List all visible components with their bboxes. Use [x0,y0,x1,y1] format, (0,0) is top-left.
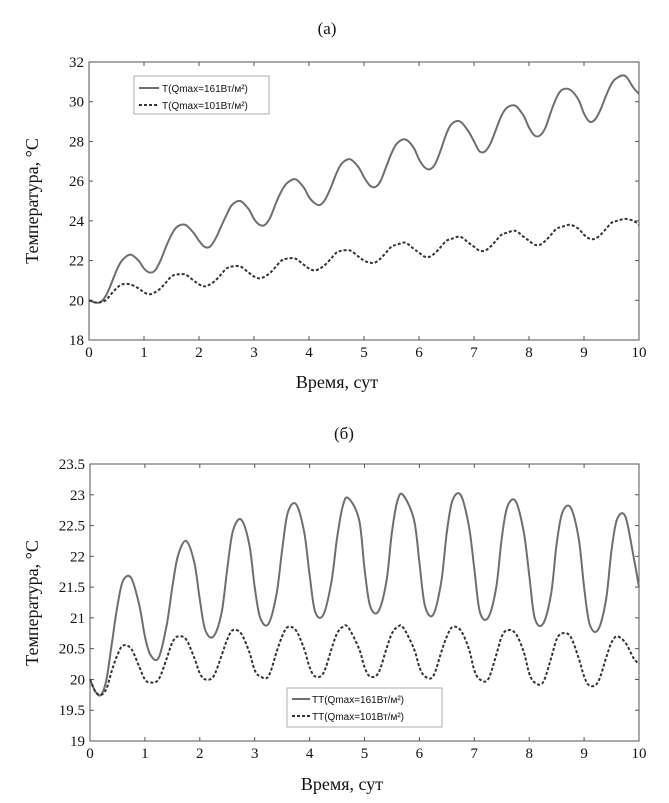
y-tick-label: 20 [69,293,84,309]
series-line-solid [89,492,640,697]
series-lines [88,74,640,304]
y-tick-label: 22 [69,254,84,270]
x-tick-label: 7 [471,746,479,762]
panel-label: (б) [334,424,354,443]
x-tick-label: 0 [86,746,94,762]
y-tick-label: 19 [70,734,85,750]
x-tick-label: 5 [361,746,369,762]
x-tick-label: 8 [525,746,533,762]
x-tick-label: 3 [250,345,258,361]
x-tick-label: 2 [195,345,203,361]
legend-entry: T(Qmax=161Вт/м²) [162,84,248,95]
x-tick-label: 8 [525,345,533,361]
legend-entry: T(Qmax=101Вт/м²) [162,101,248,112]
x-tick-label: 6 [415,345,423,361]
series-line-dashed [89,624,640,696]
legend: T(Qmax=161Вт/м²) T(Qmax=101Вт/м²) [133,75,270,115]
x-tick-label: 9 [580,746,588,762]
y-tick-label: 21.5 [59,580,85,596]
y-axis-label: Температура, °C [22,138,42,264]
y-tick-label: 26 [69,174,85,190]
y-tick-label: 20 [70,672,85,688]
y-tick-label: 23.5 [59,457,85,473]
x-axis-label: Время, сут [296,372,378,392]
legend-entry: TT(Qmax=101Вт/м²) [312,712,404,723]
y-tick-label: 23 [70,488,85,504]
y-tick-label: 18 [69,333,84,349]
y-tick-label: 30 [69,95,84,111]
panel-a: (а) 0 1 2 3 4 5 6 7 8 9 10 18 20 22 24 26 28 30 32 Время, … [22,19,647,392]
y-tick-label: 22.5 [59,519,85,535]
axis-ticks: 0 1 2 3 4 5 6 7 8 9 101919.52020.52121.52222.52323… [59,457,647,762]
x-tick-label: 10 [632,746,647,762]
legend-entry: TT(Qmax=161Вт/м²) [312,695,404,706]
x-tick-label: 6 [416,746,424,762]
y-tick-label: 28 [69,134,84,150]
x-tick-label: 0 [85,345,93,361]
panel-label: (а) [318,19,337,38]
y-tick-label: 22 [70,549,85,565]
legend-box [133,75,270,115]
x-tick-label: 1 [140,345,148,361]
x-tick-label: 10 [632,345,647,361]
series-line-solid [88,74,640,304]
y-axis-label: Температура, °C [22,540,42,666]
y-tick-label: 32 [69,55,84,71]
x-tick-label: 9 [580,345,588,361]
x-tick-label: 2 [196,746,204,762]
x-tick-label: 5 [360,345,368,361]
x-tick-label: 3 [251,746,259,762]
panel-b: (б) 0 1 2 3 4 5 6 7 8 9 101919.52020.52121.52222.5… [22,424,647,794]
series-line-dashed [88,217,640,304]
x-tick-label: 4 [305,345,313,361]
x-tick-label: 7 [470,345,478,361]
y-tick-label: 20.5 [59,642,85,658]
legend-box [286,687,443,728]
x-tick-label: 1 [141,746,149,762]
y-tick-label: 19.5 [59,703,85,719]
y-tick-label: 21 [70,611,85,627]
y-tick-label: 24 [69,214,85,230]
axis-ticks: 0 1 2 3 4 5 6 7 8 9 10 18 20 22 24 26 28 30 32 [69,55,647,361]
series-lines [89,492,640,697]
x-axis-label: Время, сут [301,774,383,794]
x-tick-label: 4 [306,746,314,762]
legend: TT(Qmax=161Вт/м²) TT(Qmax=101Вт/м²) [286,687,443,728]
